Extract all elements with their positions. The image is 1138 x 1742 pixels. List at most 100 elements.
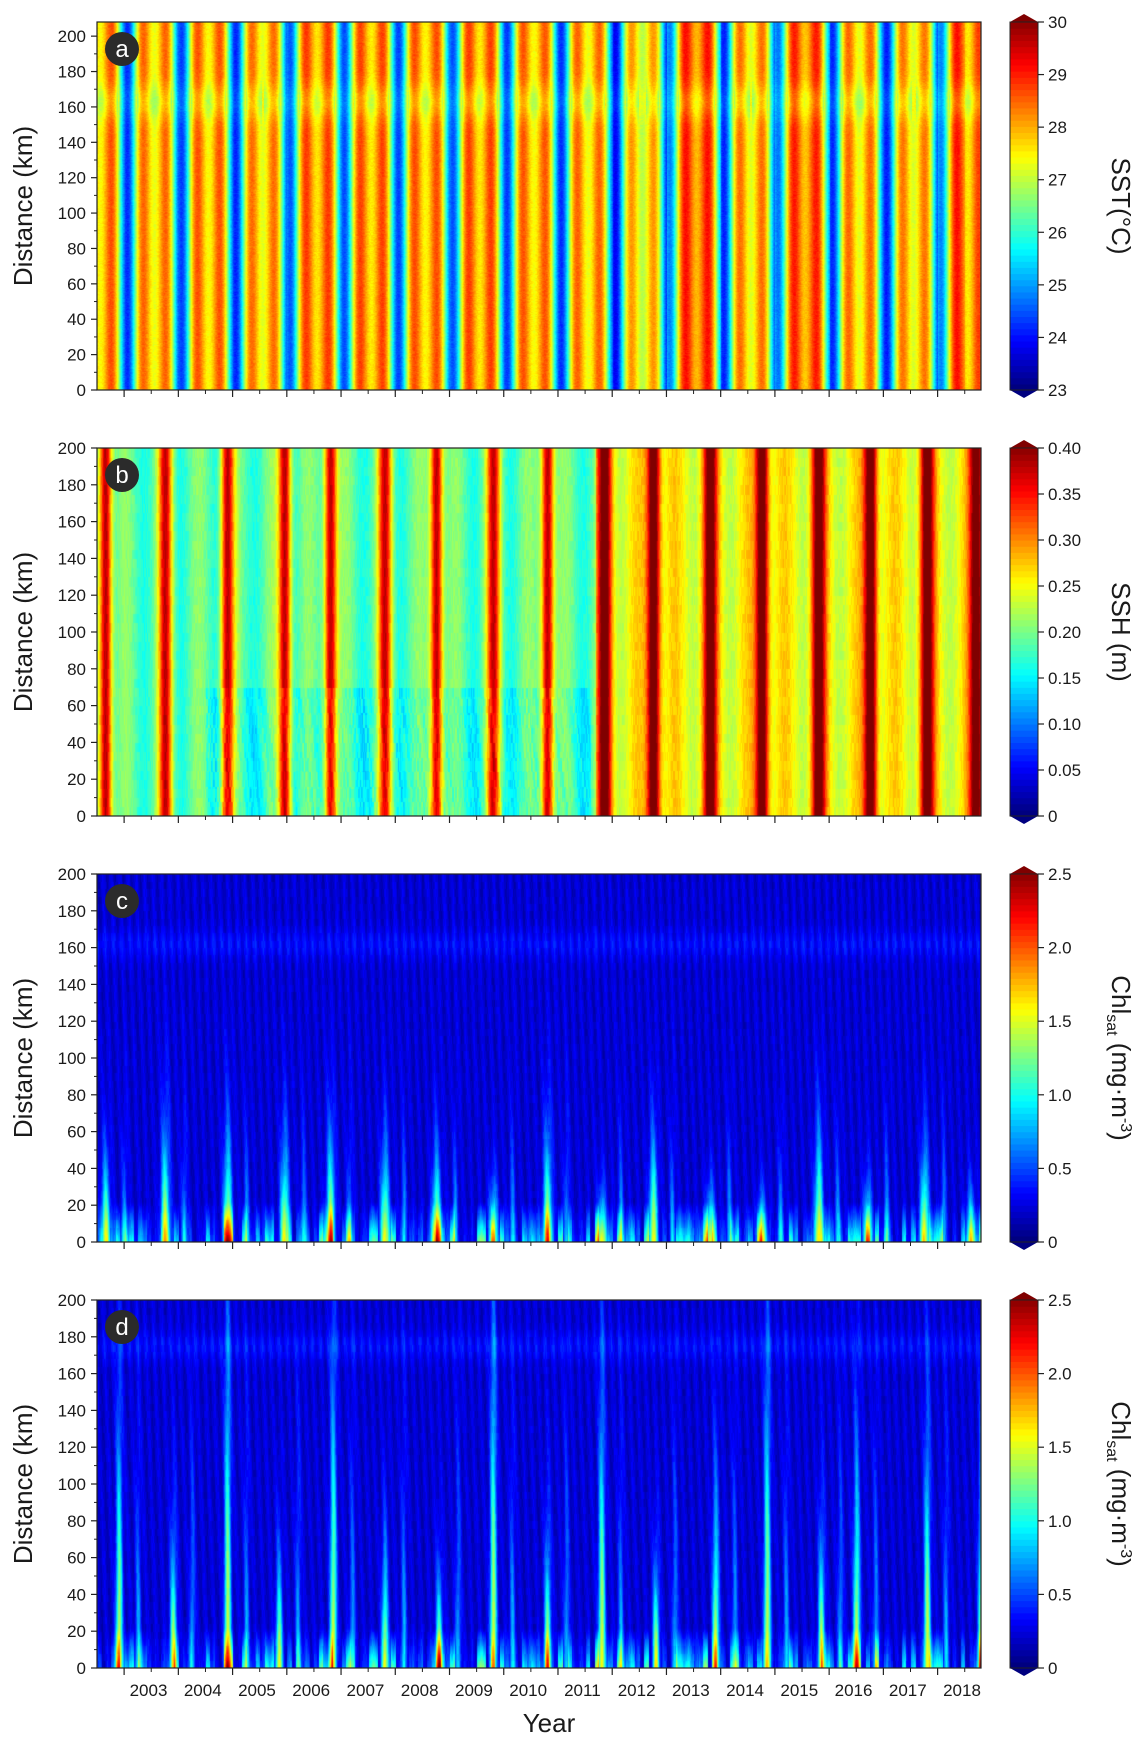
colorbar-swatch bbox=[1010, 248, 1038, 256]
panel-label-badge bbox=[105, 32, 139, 66]
colorbar-swatch bbox=[1010, 1410, 1038, 1418]
colorbar-swatch bbox=[1010, 595, 1038, 602]
panel-label-text: a bbox=[115, 36, 129, 63]
colorbar-bottom-arrow bbox=[1010, 816, 1038, 824]
colorbar-swatch bbox=[1010, 236, 1038, 244]
x-tick-label: 2005 bbox=[238, 1681, 276, 1700]
colorbar-swatch bbox=[1010, 466, 1038, 474]
colorbar-swatch bbox=[1010, 1588, 1038, 1595]
colorbar-swatch bbox=[1010, 1447, 1038, 1454]
colorbar-tick-label: 26 bbox=[1048, 223, 1067, 242]
colorbar-swatch bbox=[1010, 1002, 1038, 1010]
colorbar-swatch bbox=[1010, 564, 1038, 572]
colorbar-swatch bbox=[1010, 935, 1038, 943]
colorbar-bottom-arrow bbox=[1010, 390, 1038, 398]
colorbar-swatch bbox=[1010, 1496, 1038, 1503]
colorbar-swatch bbox=[1010, 1655, 1038, 1663]
y-tick-label: 120 bbox=[58, 1438, 86, 1457]
colorbar-swatch bbox=[1010, 206, 1038, 213]
y-tick-label: 140 bbox=[58, 1401, 86, 1420]
colorbar-swatch bbox=[1010, 291, 1038, 299]
x-tick-label: 2017 bbox=[889, 1681, 927, 1700]
colorbar-swatch bbox=[1010, 742, 1038, 750]
colorbar-tick-label: 0 bbox=[1048, 1233, 1057, 1252]
colorbar-swatch bbox=[1010, 1199, 1038, 1206]
colorbar-swatch bbox=[1010, 717, 1038, 725]
panel-a: 0 20 40 60 80 100 120 140 160 180 200 Distance (km)… bbox=[8, 13, 1136, 400]
colorbar-swatch bbox=[1010, 754, 1038, 762]
colorbar-swatch bbox=[1010, 230, 1038, 238]
colorbar-swatch bbox=[1010, 77, 1038, 84]
colorbar-swatch bbox=[1010, 1502, 1038, 1510]
y-tick-label: 40 bbox=[67, 733, 86, 752]
colorbar-swatch bbox=[1010, 1217, 1038, 1225]
colorbar-top-arrow bbox=[1010, 1292, 1038, 1300]
colorbar-tick-label: 0.35 bbox=[1048, 485, 1081, 504]
x-tick-label: 2004 bbox=[184, 1681, 222, 1700]
y-tick-label: 180 bbox=[58, 63, 86, 82]
colorbar-swatch bbox=[1010, 766, 1038, 774]
y-tick-label: 20 bbox=[67, 770, 86, 789]
y-tick-label: 200 bbox=[58, 1291, 86, 1310]
colorbar-label: SSH (m) bbox=[1106, 582, 1136, 682]
x-tick-label: 2003 bbox=[130, 1681, 168, 1700]
colorbar-swatch bbox=[1010, 1223, 1038, 1231]
colorbar-tick-label: 27 bbox=[1048, 171, 1067, 190]
colorbar-tick-label: 0.15 bbox=[1048, 669, 1081, 688]
colorbar-swatch bbox=[1010, 328, 1038, 336]
colorbar-bottom-arrow bbox=[1010, 1668, 1038, 1676]
colorbar-swatch bbox=[1010, 656, 1038, 664]
colorbar-swatch bbox=[1010, 1045, 1038, 1053]
colorbar-tick-label: 1.5 bbox=[1048, 1012, 1072, 1031]
colorbar-swatch bbox=[1010, 1033, 1038, 1041]
colorbar-label-main: Chl bbox=[1106, 975, 1136, 1014]
colorbar-tick-label: 0.25 bbox=[1048, 577, 1081, 596]
colorbar-swatch bbox=[1010, 1551, 1038, 1559]
colorbar-tick-label: 0.30 bbox=[1048, 531, 1081, 550]
colorbar-tick-label: 24 bbox=[1048, 328, 1067, 347]
y-tick-label: 60 bbox=[67, 1123, 86, 1142]
x-tick-label: 2007 bbox=[347, 1681, 385, 1700]
colorbar-swatch bbox=[1010, 1088, 1038, 1096]
colorbar-swatch bbox=[1010, 558, 1038, 566]
colorbar-swatch bbox=[1010, 1484, 1038, 1491]
colorbar-swatch bbox=[1010, 1070, 1038, 1077]
x-tick-label: 2015 bbox=[780, 1681, 818, 1700]
colorbar-swatch bbox=[1010, 156, 1038, 164]
panel-label-badge bbox=[105, 884, 139, 918]
colorbar-b: 0 0.05 0.10 0.15 0.20 0.25 0.30 0.35 0.40 SSH (m) bbox=[1009, 439, 1136, 826]
colorbar-swatch bbox=[1010, 1392, 1038, 1399]
y-tick-label: 60 bbox=[67, 275, 86, 294]
y-tick-label: 160 bbox=[58, 98, 86, 117]
colorbar-swatch bbox=[1010, 114, 1038, 121]
colorbar-swatch bbox=[1010, 1373, 1038, 1381]
y-tick-label: 160 bbox=[58, 939, 86, 958]
colorbar-swatch bbox=[1010, 668, 1038, 676]
colorbar-swatch bbox=[1010, 1143, 1038, 1151]
colorbar-swatch bbox=[1010, 1514, 1038, 1522]
colorbar-swatch bbox=[1010, 1385, 1038, 1393]
colorbar-swatch bbox=[1010, 212, 1038, 219]
colorbar-swatch bbox=[1010, 273, 1038, 281]
y-tick-label: 0 bbox=[77, 807, 86, 826]
colorbar-swatch bbox=[1010, 693, 1038, 701]
colorbar-swatch bbox=[1010, 947, 1038, 955]
colorbar-swatch bbox=[1010, 1180, 1038, 1188]
colorbar-swatch bbox=[1010, 1490, 1038, 1497]
colorbar-swatch bbox=[1010, 923, 1038, 930]
colorbar-label: Chlsat (mg·m-3) bbox=[1103, 1401, 1136, 1567]
colorbar-swatch bbox=[1010, 46, 1038, 54]
y-tick-label: 200 bbox=[58, 439, 86, 458]
colorbar-swatch bbox=[1010, 1162, 1038, 1169]
colorbar-swatch bbox=[1010, 650, 1038, 658]
colorbar-swatch bbox=[1010, 22, 1038, 29]
colorbar-swatch bbox=[1010, 169, 1038, 176]
colorbar-swatch bbox=[1010, 1618, 1038, 1626]
colorbar-swatch bbox=[1010, 310, 1038, 317]
colorbar-swatch bbox=[1010, 285, 1038, 293]
colorbar-swatch bbox=[1010, 322, 1038, 330]
colorbar-top-arrow bbox=[1010, 14, 1038, 22]
y-tick-label: 160 bbox=[58, 1365, 86, 1384]
y-tick-label: 60 bbox=[67, 1549, 86, 1568]
colorbar-swatch bbox=[1010, 674, 1038, 682]
